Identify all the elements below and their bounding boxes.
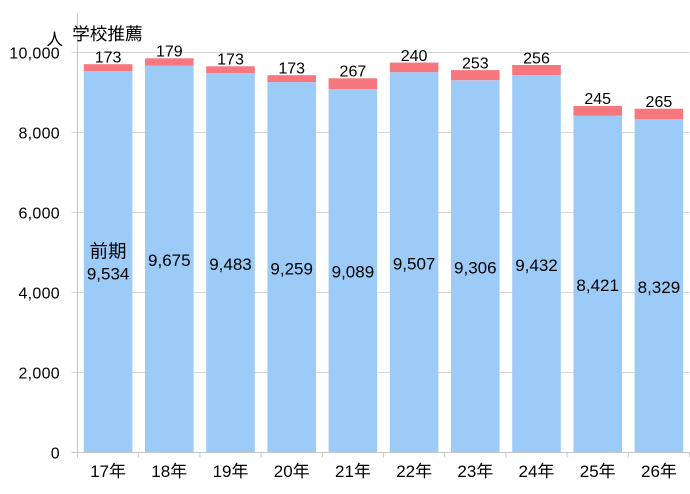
svg-text:265: 265 [646,94,673,111]
svg-text:173: 173 [95,50,122,67]
svg-text:24: 24 [519,462,538,481]
svg-text:19: 19 [213,462,232,481]
svg-text:25: 25 [580,462,599,481]
svg-text:240: 240 [401,48,428,65]
svg-text:256: 256 [523,50,550,67]
svg-text:8,000: 8,000 [18,126,60,143]
svg-text:6,000: 6,000 [18,206,60,223]
svg-text:9,089: 9,089 [332,263,375,282]
svg-text:9,507: 9,507 [393,254,436,273]
svg-text:9,534: 9,534 [87,264,130,283]
svg-text:21: 21 [335,462,354,481]
svg-text:0: 0 [51,446,60,463]
svg-text:18: 18 [151,462,170,481]
svg-text:22: 22 [396,462,415,481]
svg-text:10,000: 10,000 [9,46,60,63]
svg-text:9,259: 9,259 [270,259,313,278]
svg-text:253: 253 [462,55,489,72]
svg-text:8,329: 8,329 [638,278,681,297]
svg-text:2,000: 2,000 [18,366,60,383]
svg-text:9,306: 9,306 [454,258,497,277]
svg-text:245: 245 [584,91,611,108]
svg-text:9,432: 9,432 [515,256,558,275]
svg-text:20: 20 [274,462,293,481]
svg-text:173: 173 [278,61,305,78]
svg-text:179: 179 [156,44,183,61]
svg-text:4,000: 4,000 [18,286,60,303]
svg-text:173: 173 [217,52,244,69]
svg-text:23: 23 [457,462,476,481]
svg-text:26: 26 [641,462,660,481]
svg-text:267: 267 [340,64,367,81]
svg-text:9,675: 9,675 [148,251,191,270]
svg-text:9,483: 9,483 [209,255,252,274]
svg-text:8,421: 8,421 [576,276,619,295]
svg-text:17: 17 [90,462,109,481]
